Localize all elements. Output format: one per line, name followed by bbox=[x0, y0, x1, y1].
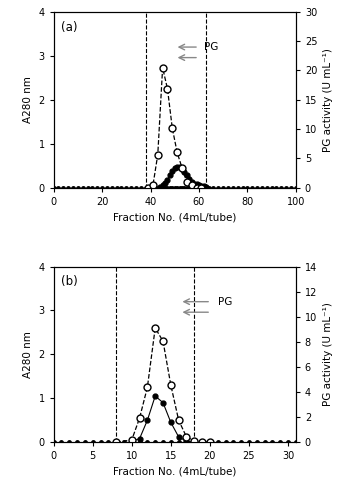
X-axis label: Fraction No. (4mL/tube): Fraction No. (4mL/tube) bbox=[113, 467, 236, 477]
X-axis label: Fraction No. (4mL/tube): Fraction No. (4mL/tube) bbox=[113, 212, 236, 222]
Text: (b): (b) bbox=[61, 275, 78, 288]
Y-axis label: PG activity (U mL⁻¹): PG activity (U mL⁻¹) bbox=[323, 48, 333, 152]
Y-axis label: A280 nm: A280 nm bbox=[23, 76, 33, 123]
Text: PG: PG bbox=[218, 297, 233, 307]
Y-axis label: PG activity (U mL⁻¹): PG activity (U mL⁻¹) bbox=[323, 303, 333, 406]
Text: PG: PG bbox=[204, 42, 218, 52]
Y-axis label: A280 nm: A280 nm bbox=[23, 331, 33, 378]
Text: (a): (a) bbox=[61, 21, 78, 34]
